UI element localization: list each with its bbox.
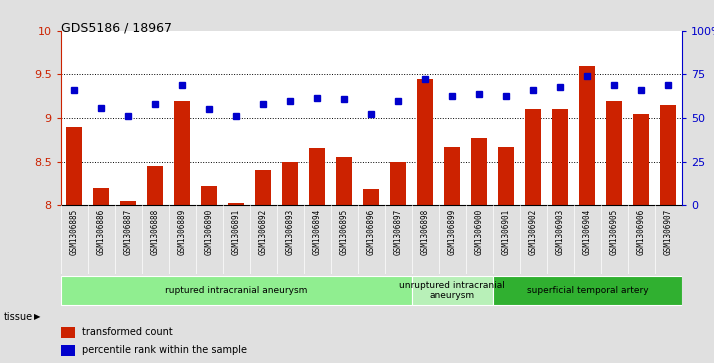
Bar (363, 189, 379, 205)
Bar (579, 66, 595, 205)
Text: GSM1306901: GSM1306901 (502, 208, 511, 255)
Text: GSM1306893: GSM1306893 (286, 208, 295, 255)
Text: GSM1306902: GSM1306902 (529, 208, 538, 255)
Text: GSM1306889: GSM1306889 (178, 208, 187, 255)
Bar (61, 345, 75, 356)
Bar (552, 109, 568, 205)
Bar (201, 186, 217, 205)
Bar (61, 276, 412, 305)
Bar (255, 170, 271, 205)
Bar (120, 201, 136, 205)
Bar (336, 157, 353, 205)
Text: GSM1306892: GSM1306892 (258, 208, 268, 255)
Text: GSM1306899: GSM1306899 (448, 208, 457, 255)
Text: GDS5186 / 18967: GDS5186 / 18967 (61, 22, 171, 35)
Text: GSM1306900: GSM1306900 (475, 208, 484, 255)
Text: GSM1306886: GSM1306886 (96, 208, 106, 255)
Bar (606, 101, 623, 205)
Text: GSM1306904: GSM1306904 (583, 208, 592, 255)
Text: tissue: tissue (4, 312, 33, 322)
Bar (417, 79, 433, 205)
Text: GSM1306903: GSM1306903 (555, 208, 565, 255)
Bar (228, 203, 244, 205)
Bar (93, 188, 109, 205)
Text: transformed count: transformed count (82, 327, 173, 337)
Text: unruptured intracranial
aneurysm: unruptured intracranial aneurysm (399, 281, 506, 300)
Bar (498, 147, 514, 205)
Text: GSM1306890: GSM1306890 (205, 208, 213, 255)
Bar (412, 276, 493, 305)
Bar (660, 105, 676, 205)
Text: GSM1306894: GSM1306894 (313, 208, 322, 255)
Bar (61, 327, 75, 338)
Bar (633, 114, 650, 205)
Text: GSM1306906: GSM1306906 (637, 208, 646, 255)
Text: superficial temporal artery: superficial temporal artery (526, 286, 648, 295)
Text: percentile rank within the sample: percentile rank within the sample (82, 345, 247, 355)
Text: ▶: ▶ (34, 312, 41, 321)
Text: GSM1306888: GSM1306888 (151, 208, 160, 255)
Bar (282, 162, 298, 205)
Bar (444, 147, 461, 205)
Bar (526, 109, 541, 205)
Text: GSM1306898: GSM1306898 (421, 208, 430, 255)
Text: ruptured intracranial aneurysm: ruptured intracranial aneurysm (165, 286, 308, 295)
Bar (66, 127, 82, 205)
Bar (390, 162, 406, 205)
Text: GSM1306895: GSM1306895 (340, 208, 348, 255)
Bar (471, 138, 488, 205)
Text: GSM1306905: GSM1306905 (610, 208, 619, 255)
Bar (147, 166, 164, 205)
Text: GSM1306885: GSM1306885 (70, 208, 79, 255)
Text: GSM1306891: GSM1306891 (232, 208, 241, 255)
Text: GSM1306897: GSM1306897 (394, 208, 403, 255)
Text: GSM1306896: GSM1306896 (367, 208, 376, 255)
Bar (309, 148, 326, 205)
Bar (174, 101, 191, 205)
Bar (493, 276, 682, 305)
Text: GSM1306887: GSM1306887 (124, 208, 133, 255)
Text: GSM1306907: GSM1306907 (664, 208, 673, 255)
